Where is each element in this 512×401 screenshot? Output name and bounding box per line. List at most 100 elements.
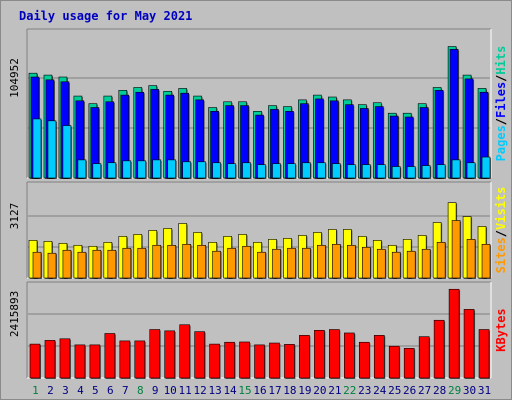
panel-1-legend: Pages/Files/Hits: [494, 46, 508, 162]
x-tick-label-day-7: 7: [122, 384, 129, 397]
sites-bar-day-20-fill: [317, 244, 326, 279]
sites-bar-day-16-fill: [257, 251, 266, 279]
sites-bar-day-1: [32, 251, 42, 279]
sites-bar-day-2-fill: [47, 252, 57, 279]
sites-bar-day-25-fill: [391, 251, 401, 279]
pages-bar-day-18-fill: [287, 163, 296, 179]
panel-3-legend-text: KBytes: [494, 308, 508, 351]
panel-2-legend: Sites/Visits: [494, 187, 508, 274]
kbytes-bar-day-19: [299, 335, 311, 379]
pages-bar-day-10: [167, 159, 177, 179]
pages-bar-day-24: [376, 164, 387, 179]
pages-bar-day-10-fill: [167, 159, 177, 179]
pages-bar-day-22-fill: [347, 164, 356, 179]
kbytes-bar-day-6: [104, 333, 116, 379]
panel-2-legend-text: Sites/Visits: [494, 187, 508, 274]
kbytes-bar-day-12-fill: [194, 331, 205, 379]
pages-bar-day-13: [212, 162, 222, 179]
panel-3-y-tick-label: 2415893: [8, 291, 21, 337]
kbytes-bar-day-25: [388, 345, 401, 379]
pages-bar-day-9-fill: [152, 159, 162, 179]
kbytes-bar-day-14: [224, 341, 236, 379]
kbytes-bar-day-22: [344, 332, 356, 379]
pages-bar-day-21: [332, 163, 342, 179]
sites-bar-day-21-fill: [332, 243, 341, 279]
sites-bar-day-29: [451, 220, 462, 279]
kbytes-bar-day-16: [254, 344, 266, 379]
kbytes-bar-day-12: [194, 331, 206, 379]
pages-bar-day-2: [47, 120, 57, 179]
x-tick-label-day-28: 28: [433, 384, 446, 397]
sites-bar-day-6-fill: [107, 249, 117, 279]
sites-bar-day-2: [47, 252, 57, 279]
sites-bar-day-17: [272, 248, 282, 279]
pages-bar-day-7-fill: [122, 160, 132, 179]
pages-bar-day-27-fill: [421, 165, 431, 179]
pages-bar-day-19: [302, 162, 312, 179]
kbytes-bar-day-24-fill: [373, 335, 385, 379]
kbytes-bar-day-25-fill: [388, 345, 400, 379]
legend-separator: /: [494, 230, 508, 237]
kbytes-bar-day-11: [179, 324, 191, 379]
x-tick-label-day-9: 9: [152, 384, 159, 397]
sites-bar-day-6: [107, 249, 117, 279]
kbytes-bar-day-4-fill: [74, 344, 86, 379]
pages-bar-day-27: [421, 165, 432, 179]
sites-bar-day-1-fill: [32, 251, 42, 279]
kbytes-bar-day-27-fill: [418, 336, 430, 379]
legend-separator: /: [494, 118, 508, 125]
sites-bar-day-21: [332, 243, 342, 279]
sites-bar-day-23-fill: [361, 246, 371, 279]
pages-bar-day-6-fill: [107, 162, 117, 179]
files-bar-day-29: [449, 49, 460, 180]
kbytes-bar-day-19-fill: [299, 335, 310, 379]
kbytes-bar-day-9: [149, 329, 161, 379]
pages-bar-day-8-fill: [137, 160, 147, 179]
sites-bar-day-26: [406, 250, 417, 279]
sites-bar-day-25: [391, 251, 402, 279]
pages-bar-day-15-fill: [242, 162, 251, 179]
sites-bar-day-31-fill: [481, 243, 491, 279]
x-tick-label-day-13: 13: [208, 384, 221, 397]
pages-bar-day-29: [451, 159, 462, 179]
sites-bar-day-29-fill: [451, 220, 461, 279]
pages-bar-day-12: [197, 161, 207, 179]
sites-bar-day-4-fill: [77, 251, 87, 279]
x-tick-label-day-16: 16: [253, 384, 266, 397]
legend-files: Files: [494, 82, 508, 118]
kbytes-bar-day-2: [44, 340, 56, 379]
kbytes-bar-day-26: [403, 348, 416, 379]
sites-bar-day-16: [257, 251, 267, 279]
pages-bar-day-28: [436, 164, 447, 179]
kbytes-bar-day-2-fill: [44, 340, 56, 379]
x-tick-label-day-14: 14: [223, 384, 237, 397]
sites-bar-day-3: [62, 249, 72, 279]
x-tick-label-day-19: 19: [298, 384, 311, 397]
pages-bar-day-4-fill: [77, 159, 87, 179]
pages-bar-day-5-fill: [92, 163, 102, 179]
pages-bar-day-23: [361, 164, 372, 179]
sites-bar-day-27: [421, 248, 432, 279]
pages-bar-day-26: [406, 166, 417, 179]
legend-hits: Hits: [494, 46, 508, 75]
sites-bar-day-18-fill: [287, 247, 296, 279]
legend-sites: Sites: [494, 237, 508, 273]
pages-bar-day-25: [391, 166, 402, 179]
kbytes-bar-day-29: [448, 288, 461, 379]
legend-kbytes: KBytes: [494, 308, 508, 351]
sites-bar-day-28-fill: [436, 242, 446, 279]
pages-bar-day-25-fill: [391, 166, 401, 179]
pages-bar-day-16-fill: [257, 164, 266, 179]
pages-bar-day-6: [107, 162, 117, 179]
kbytes-bar-day-6-fill: [104, 333, 116, 379]
pages-bar-day-1-fill: [32, 118, 42, 179]
sites-bar-day-30-fill: [466, 239, 476, 279]
sites-bar-day-13: [212, 250, 222, 279]
kbytes-bar-day-20-fill: [314, 330, 325, 379]
sites-bar-day-14-fill: [227, 247, 236, 279]
x-tick-label-day-4: 4: [77, 384, 84, 397]
sites-bar-day-5: [92, 249, 102, 279]
pages-bar-day-5: [92, 163, 102, 179]
pages-bar-day-19-fill: [302, 162, 311, 179]
